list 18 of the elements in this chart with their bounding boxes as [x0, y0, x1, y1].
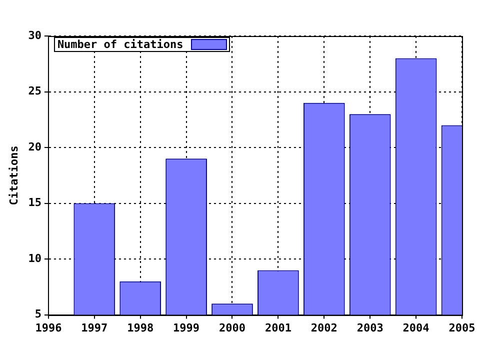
x-tick-label: 2000 — [218, 321, 246, 334]
y-tick-label: 10 — [28, 252, 42, 265]
y-tick-label: 5 — [34, 308, 42, 321]
x-tick-label: 2003 — [356, 321, 384, 334]
y-tick-label: 30 — [28, 28, 42, 42]
x-tick-label: 1999 — [173, 321, 200, 334]
y-tick-label: 25 — [28, 84, 42, 98]
y-tick-label: 15 — [28, 196, 42, 210]
x-tick-label: 1997 — [81, 321, 108, 334]
legend-label: Number of citations — [57, 38, 184, 51]
x-tick-label: 2002 — [310, 321, 338, 334]
x-tick-label: 2004 — [402, 321, 430, 334]
x-tick-label: 2005 — [448, 321, 476, 334]
y-axis-title: Citations — [7, 146, 20, 206]
x-tick-label: 1998 — [127, 321, 154, 334]
x-tick-label: 1996 — [35, 321, 62, 334]
y-tick-label: 20 — [28, 140, 42, 154]
x-tick-label: 2001 — [264, 321, 292, 334]
